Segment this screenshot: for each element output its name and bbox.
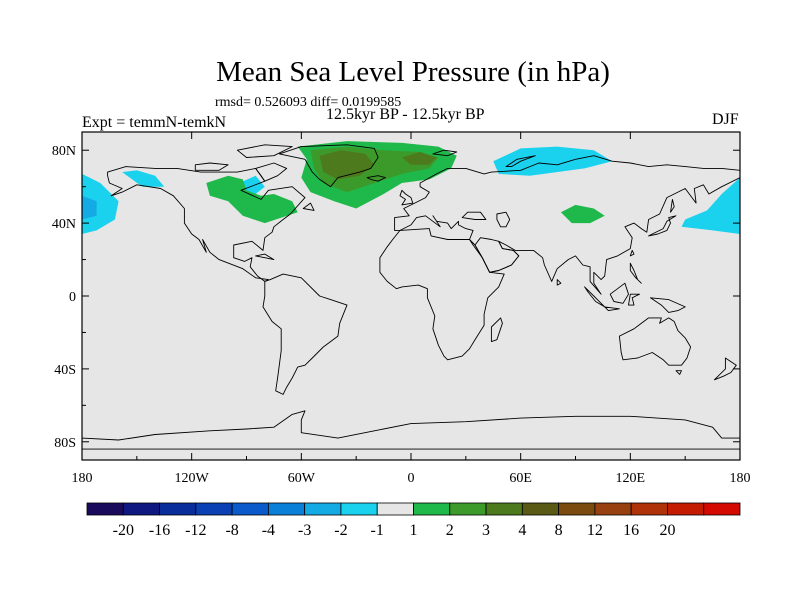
coastline-novaya-zemlya (505, 155, 536, 168)
coastline-caspian (496, 211, 511, 228)
lat-tick-label: 40S (54, 363, 76, 378)
colorbar-label: -20 (113, 522, 134, 539)
colorbar-swatch (195, 502, 233, 516)
lon-tick-label: 180 (730, 471, 751, 486)
anomaly-alaska-low (122, 170, 165, 187)
lon-tick-label: 0 (408, 471, 415, 486)
anomaly-siberia-low (493, 146, 613, 176)
coastline-antarctica (82, 410, 740, 450)
coastline-iceland (366, 175, 386, 182)
experiment-label: Expt = temmN-temkN (82, 114, 227, 131)
lon-tick-label: 180 (72, 471, 93, 486)
coastline-sri-lanka (556, 279, 562, 286)
colorbar-swatch (558, 502, 596, 516)
colorbar: -20 -16 -12 -8 -4 -3 -2 -1 1 2 3 4 8 12 16 20 (86, 502, 741, 539)
coastline-ellesmere (236, 144, 293, 158)
colorbar-swatch (376, 502, 414, 516)
colorbar-label: 16 (623, 522, 639, 539)
lon-tick-label: 60W (288, 471, 316, 486)
colorbar-label: -12 (185, 522, 206, 539)
colorbar-swatch (667, 502, 705, 516)
lon-tick-label: 60E (509, 471, 532, 486)
colorbar-label: -8 (225, 522, 238, 539)
coastline-arabia-fill (474, 237, 520, 273)
lat-tick-label: 0 (69, 290, 76, 305)
period-label: 12.5kyr BP - 12.5kyr BP (326, 106, 485, 123)
colorbar-label: 3 (482, 522, 490, 539)
lat-tick-label: 80S (54, 436, 76, 451)
colorbar-swatch (413, 502, 451, 516)
colorbar-swatch (594, 502, 632, 516)
anomaly-central-asia-high (560, 204, 605, 224)
colorbar-swatch (122, 502, 160, 516)
coastline-south-america (262, 273, 348, 395)
season-label: DJF (712, 111, 739, 128)
anomaly-greenland-high-core2 (401, 152, 437, 165)
coastline-new-zealand (713, 357, 737, 381)
coastline-new-guinea (649, 297, 686, 313)
coastline-sumatra (584, 286, 606, 308)
coastline-java (604, 306, 620, 312)
colorbar-swatch (630, 502, 668, 516)
colorbar-label: 20 (659, 522, 675, 539)
colorbar-label: -3 (298, 522, 311, 539)
colorbar-swatch (485, 502, 523, 516)
colorbar-label: -16 (149, 522, 170, 539)
axis-layer: 80N 40N 0 40S 80S 180 120W 60W 0 60E 120E 180 (52, 131, 751, 486)
coastline-africa (379, 228, 505, 361)
anomaly-n-pacific-west-low (681, 177, 740, 234)
lat-tick-label: 40N (52, 217, 76, 232)
colorbar-swatch (521, 502, 560, 516)
colorbar-label: 1 (410, 522, 418, 539)
chart-title: Mean Sea Level Pressure (in hPa) (216, 56, 610, 88)
colorbar-label: 8 (555, 522, 563, 539)
anomaly-n-pacific-east-low-core (82, 195, 97, 220)
coastline-svalbard (432, 149, 458, 157)
map-layer (82, 132, 740, 460)
anomaly-n-pacific-east-low (82, 173, 119, 234)
colorbar-swatch (86, 502, 124, 516)
colorbar-label: 12 (587, 522, 603, 539)
coastline-philippines (629, 262, 642, 284)
colorbar-label: -2 (334, 522, 347, 539)
lon-tick-label: 120E (616, 471, 646, 486)
coastline-borneo (609, 282, 629, 304)
anomaly-canada-high (206, 175, 298, 224)
coastline-greenland (278, 144, 379, 188)
coastline-baffin (255, 162, 288, 182)
coastline-sakhalin (670, 198, 675, 213)
coastline-japan (648, 215, 677, 237)
colorbar-swatch (304, 502, 342, 516)
colorbar-swatch (267, 502, 306, 516)
coastline-tasmania (675, 370, 682, 375)
coastline-sulawesi (628, 293, 640, 306)
colorbar-swatch (340, 502, 378, 516)
colorbar-label: -1 (371, 522, 384, 539)
colorbar-swatch (703, 502, 741, 516)
colorbar-swatch (159, 502, 197, 516)
coastline-cuba (255, 253, 275, 261)
lon-tick-label: 120W (175, 471, 210, 486)
coastline-british-isles (399, 189, 414, 206)
coastline-madagascar (490, 317, 503, 343)
colorbar-swatch (449, 502, 487, 516)
coastline-australia (618, 317, 692, 366)
colorbar-label: -4 (262, 522, 275, 539)
coastline-eurasia (394, 155, 740, 295)
stats-label: rmsd= 0.526093 diff= 0.0199585 (215, 95, 402, 110)
coastline-newfoundland (302, 202, 315, 211)
colorbar-label: 4 (518, 522, 526, 539)
colorbar-label: 2 (446, 522, 454, 539)
colorbar-swatch (231, 502, 269, 516)
coastline-victoria-island (194, 162, 229, 171)
coastline-north-america (107, 166, 306, 282)
lat-tick-label: 80N (52, 144, 76, 159)
coastline-taiwan (629, 249, 635, 257)
coastline-black-sea (461, 211, 487, 220)
